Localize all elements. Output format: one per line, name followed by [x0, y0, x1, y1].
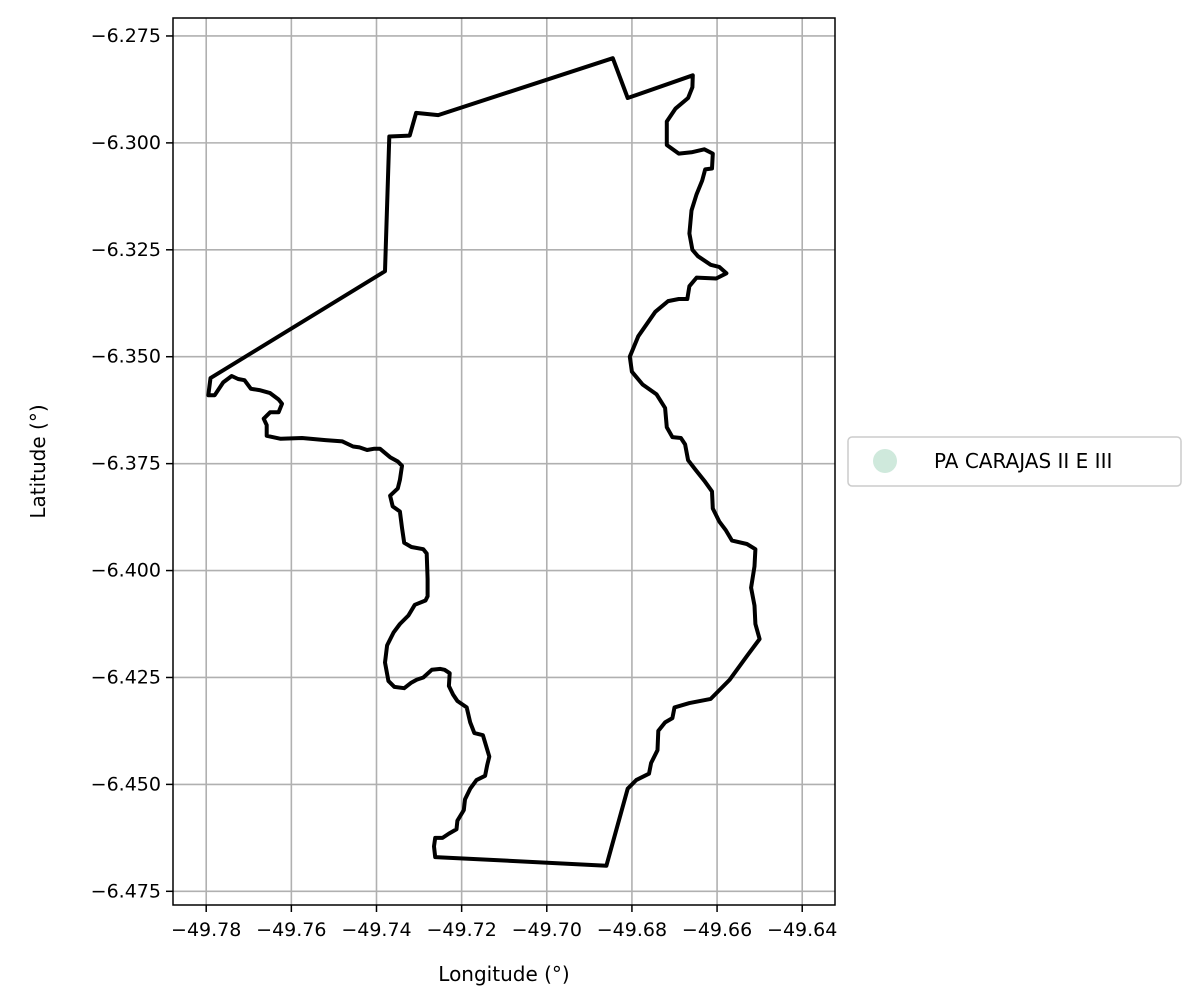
x-tick-label: −49.64	[767, 919, 837, 941]
y-tick-label: −6.350	[91, 346, 161, 368]
x-tick-label: −49.74	[341, 919, 411, 941]
x-tick-label: −49.68	[597, 919, 667, 941]
y-tick-label: −6.375	[91, 453, 161, 475]
y-tick-label: −6.475	[91, 880, 161, 902]
x-axis: −49.78 −49.76 −49.74 −49.72 −49.70 −49.68 −49.…	[171, 905, 837, 941]
y-axis-title: Latitude (°)	[26, 404, 50, 518]
y-tick-label: −6.300	[91, 132, 161, 154]
plot-frame	[172, 17, 836, 906]
y-tick-label: −6.275	[91, 25, 161, 47]
legend: PA CARAJAS II E III	[847, 436, 1182, 487]
x-tick-label: −49.66	[682, 919, 752, 941]
x-tick-label: −49.78	[171, 919, 241, 941]
x-tick-label: −49.70	[512, 919, 582, 941]
legend-marker	[873, 449, 897, 473]
y-axis: −6.275 −6.300 −6.325 −6.350 −6.375 −6.400 −6.4…	[91, 25, 173, 902]
y-tick-label: −6.450	[91, 773, 161, 795]
y-tick-label: −6.325	[91, 239, 161, 261]
legend-box	[847, 436, 1182, 487]
x-tick-label: −49.72	[426, 919, 496, 941]
legend-label: PA CARAJAS II E III	[934, 449, 1112, 473]
area-boundary	[206, 56, 762, 868]
y-tick-label: −6.400	[91, 560, 161, 582]
x-axis-title: Longitude (°)	[438, 962, 569, 986]
x-tick-label: −49.76	[256, 919, 326, 941]
grid-lines	[173, 18, 835, 905]
boundary-layer	[206, 56, 762, 868]
y-tick-label: −6.425	[91, 666, 161, 688]
